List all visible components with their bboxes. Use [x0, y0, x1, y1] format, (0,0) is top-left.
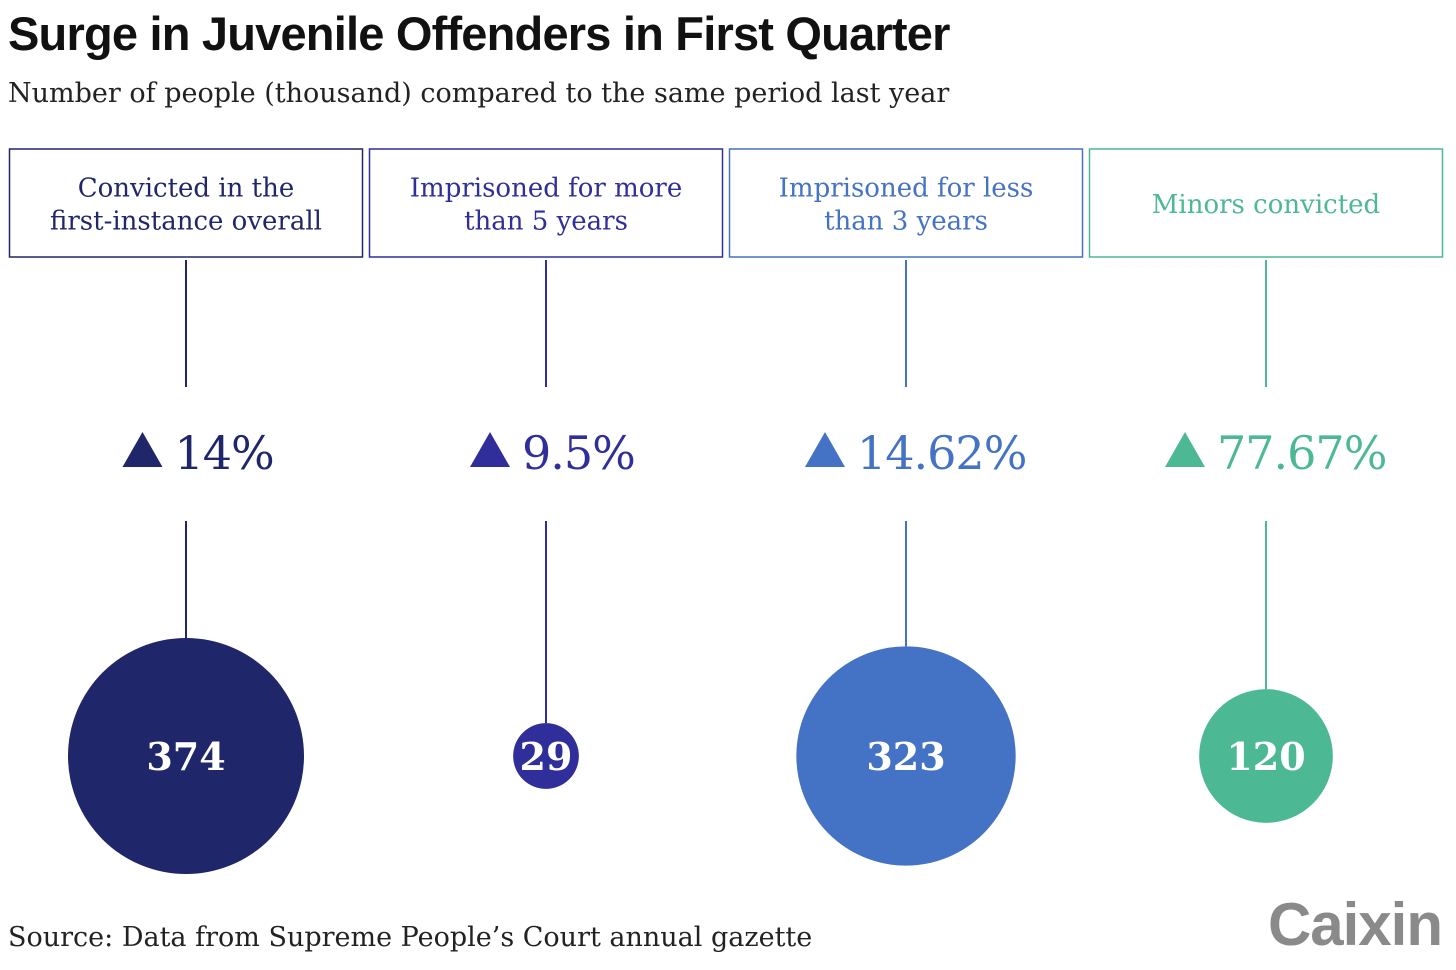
value-bubble — [68, 638, 304, 874]
value-label: 120 — [1226, 734, 1305, 779]
value-label: 323 — [866, 734, 945, 779]
value-bubble — [1199, 689, 1333, 823]
chart-title: Surge in Juvenile Offenders in First Qua… — [8, 7, 950, 60]
category-label: Convicted in the first-instance overall — [50, 174, 322, 237]
chart-subtitle: Number of people (thousand) compared to … — [8, 78, 950, 109]
up-arrow-icon — [1165, 432, 1205, 467]
category-box — [728, 148, 1084, 258]
value-label: 29 — [520, 734, 573, 779]
up-arrow-icon — [122, 432, 163, 467]
change-label: 14.62% — [857, 426, 1026, 480]
value-label: 374 — [146, 734, 225, 779]
category-label: Minors convicted — [1152, 190, 1380, 220]
change-label: 9.5% — [522, 426, 635, 480]
source-note: Source: Data from Supreme People’s Court… — [8, 922, 813, 953]
up-arrow-icon — [805, 432, 845, 467]
category-box — [8, 148, 364, 258]
caixin-logo: Caixin — [1267, 891, 1443, 958]
value-bubble — [513, 723, 579, 789]
category-box — [368, 148, 724, 258]
category-box — [1088, 148, 1444, 258]
up-arrow-icon — [470, 432, 510, 467]
category-label: Imprisoned for more than 5 years — [410, 174, 682, 237]
value-bubble — [796, 646, 1016, 866]
change-label: 14% — [175, 426, 274, 480]
change-label: 77.67% — [1217, 426, 1386, 480]
category-label: Imprisoned for less than 3 years — [779, 174, 1034, 237]
